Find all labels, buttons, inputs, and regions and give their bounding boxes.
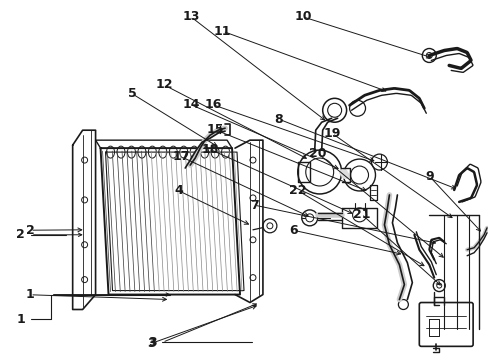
- Text: 19: 19: [323, 127, 340, 140]
- Text: 8: 8: [274, 113, 283, 126]
- Text: 18: 18: [202, 143, 219, 156]
- Text: 11: 11: [213, 25, 231, 38]
- Text: 3: 3: [147, 337, 156, 350]
- Text: 17: 17: [172, 150, 189, 163]
- Text: 1: 1: [26, 288, 35, 301]
- Text: 4: 4: [174, 184, 183, 197]
- Text: 7: 7: [249, 199, 258, 212]
- Text: 2: 2: [17, 228, 25, 241]
- Text: 13: 13: [182, 10, 199, 23]
- Text: 5: 5: [128, 87, 137, 100]
- Text: 2: 2: [26, 224, 35, 237]
- Text: 15: 15: [206, 123, 224, 136]
- Text: 14: 14: [182, 98, 199, 111]
- Text: 21: 21: [352, 208, 369, 221]
- Text: 16: 16: [203, 98, 221, 111]
- Text: 20: 20: [308, 147, 325, 159]
- Text: 9: 9: [425, 170, 433, 183]
- Text: 10: 10: [294, 10, 311, 23]
- Text: 6: 6: [288, 224, 297, 237]
- Text: 1: 1: [17, 313, 25, 326]
- Text: 3: 3: [148, 336, 156, 349]
- Text: 12: 12: [155, 78, 173, 91]
- Text: 22: 22: [289, 184, 306, 197]
